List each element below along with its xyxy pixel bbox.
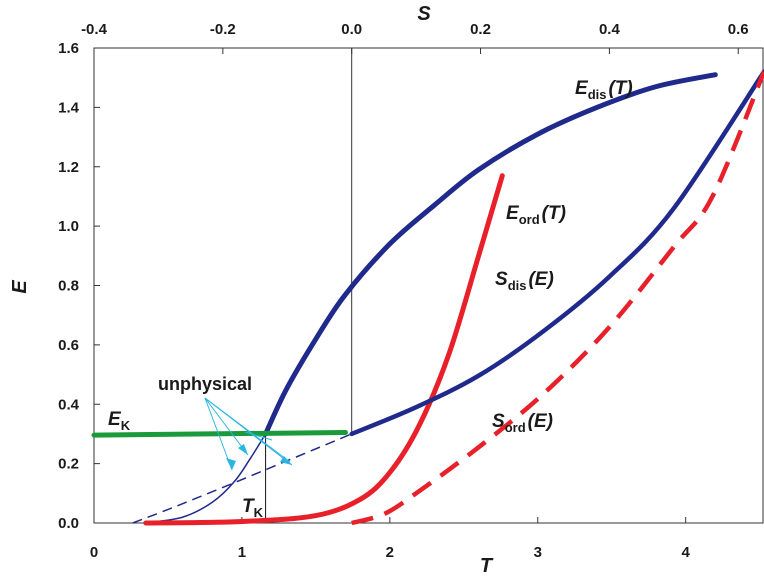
series-s-dis-e-unphysical <box>132 433 352 524</box>
label-t-k: TK <box>242 496 264 520</box>
label-unphysical: unphysical <box>158 374 252 394</box>
y-tick-label: 0.8 <box>58 278 79 295</box>
label-s-ord: Sord (E) <box>492 411 553 435</box>
y-tick-label: 1.2 <box>58 159 79 176</box>
x2-tick-label: -0.2 <box>210 21 236 38</box>
label-s-dis: Sdis (E) <box>495 269 554 293</box>
unphysical-arrow-line <box>204 397 249 456</box>
x2-tick-label: 0.2 <box>470 21 491 38</box>
unphysical-arrow-head <box>280 456 292 465</box>
y-tick-label: 0.2 <box>58 456 79 473</box>
series-e-k <box>91 430 348 438</box>
plot-frame <box>93 47 764 524</box>
unphysical-arrow-head <box>226 458 236 470</box>
x-tick-label: 1 <box>238 544 246 561</box>
x-tick-label: 4 <box>682 544 691 561</box>
series-s-dis-e <box>349 69 764 437</box>
y-axis-title: E <box>9 280 31 294</box>
series-e-dis-t-unphysical <box>145 433 267 524</box>
x2-tick-label: 0.0 <box>341 21 362 38</box>
y-tick-label: 0.0 <box>58 515 79 532</box>
x-axis-title: T <box>480 555 494 577</box>
series-e-ord-t <box>143 173 505 526</box>
x2-axis-title: S <box>417 3 431 25</box>
unphysical-arrow-line <box>204 397 233 471</box>
y-tick-label: 0.6 <box>58 337 79 354</box>
x2-tick-label: 0.6 <box>728 21 749 38</box>
unphysical-arrow-line <box>244 431 273 441</box>
series-s-ord-e <box>351 70 764 526</box>
y-tick-label: 1.0 <box>58 218 79 235</box>
y-tick-label: 0.4 <box>58 396 80 413</box>
y-tick-label: 1.6 <box>58 40 79 57</box>
y-tick-label: 1.4 <box>58 99 80 116</box>
label-e-k: EK <box>108 409 131 433</box>
x-tick-label: 2 <box>386 544 394 561</box>
series-e-dis-t <box>263 72 718 437</box>
x2-tick-label: 0.4 <box>599 21 621 38</box>
label-e-dis: Edis (T) <box>575 78 633 102</box>
label-e-ord: Eord (T) <box>506 203 566 227</box>
unphysical-arrow-line <box>204 397 291 463</box>
x-tick-label: 0 <box>90 544 98 561</box>
unphysical-arrow-head <box>238 444 248 455</box>
x2-tick-label: -0.4 <box>81 21 108 38</box>
x-tick-label: 3 <box>534 544 542 561</box>
